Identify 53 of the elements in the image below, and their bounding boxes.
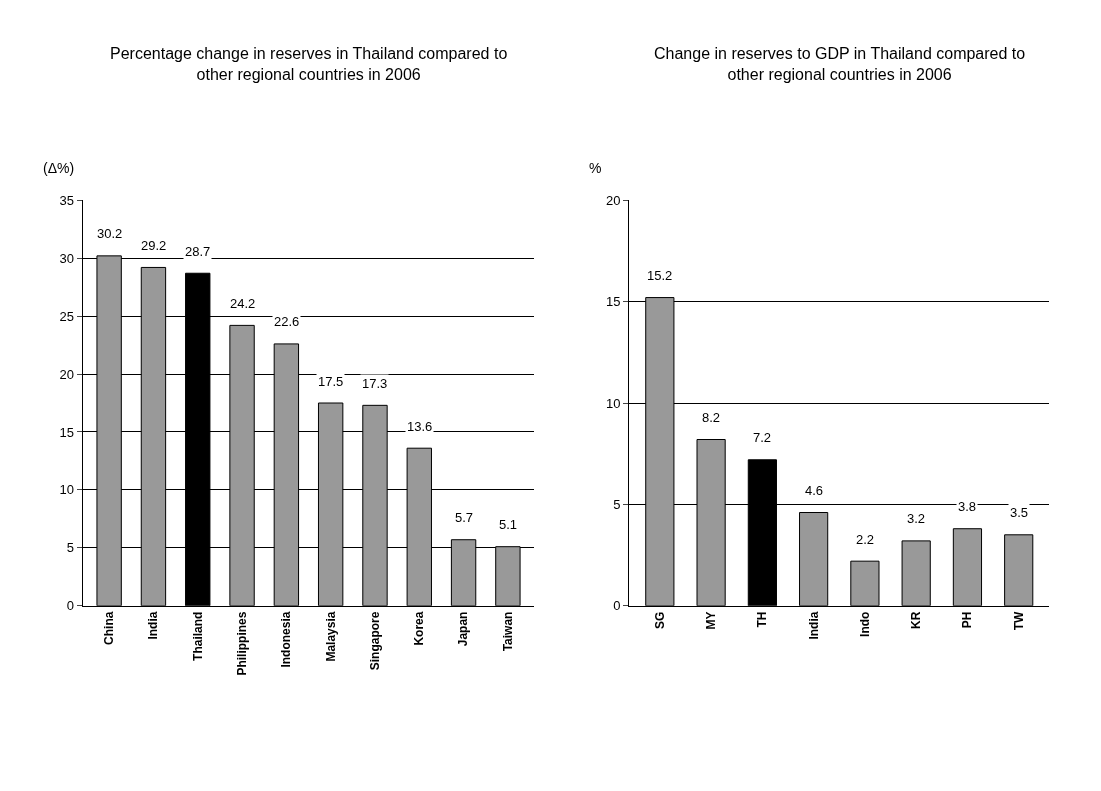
y-tick-label: 10 (606, 395, 621, 411)
data-label: 3.5 (1010, 505, 1029, 520)
y-tick-label: 25 (59, 308, 74, 324)
data-label: 29.2 (141, 238, 167, 253)
data-label: 2.2 (856, 532, 875, 547)
y-tick-label: 10 (59, 482, 74, 498)
x-tick-label: Korea (412, 611, 427, 646)
data-label: 17.5 (318, 374, 344, 389)
x-tick-label: Japan (456, 611, 471, 647)
data-label: 8.2 (702, 410, 721, 425)
y-tick-label: 30 (59, 250, 74, 266)
data-label: 28.7 (185, 244, 211, 259)
chart-title: Change in reserves to GDP in Thailand compared to other regional countries in 2006 (654, 45, 1026, 83)
y-axis-title: % (589, 160, 602, 176)
x-tick-label: KR (909, 611, 924, 629)
data-label: 3.2 (907, 511, 926, 526)
data-label: 15.2 (647, 268, 673, 283)
y-axis-title: (Δ%) (43, 160, 75, 176)
y-tick-label: 0 (66, 598, 74, 614)
data-label: 4.6 (805, 483, 824, 498)
data-label: 7.2 (753, 430, 772, 445)
x-tick-label: TH (755, 611, 770, 628)
x-tick-label: PH (960, 611, 975, 629)
y-tick-label: 20 (606, 192, 621, 208)
x-tick-label: Indonesia (279, 611, 294, 668)
x-tick-label: China (102, 611, 117, 645)
chart-title: Percentage change in reserves in Thailand compared to other regional countries in 2006 (110, 45, 508, 83)
y-tick-label: 5 (66, 540, 74, 556)
y-tick-label: 15 (59, 424, 74, 440)
data-label: 13.6 (407, 419, 433, 434)
data-label: 22.6 (274, 314, 300, 329)
y-tick-label: 5 (613, 496, 621, 512)
data-label: 5.7 (455, 510, 474, 525)
x-tick-label: Indo (857, 611, 872, 637)
data-label: 3.8 (958, 499, 977, 514)
x-tick-label: Philippines (234, 611, 249, 676)
y-tick-label: 0 (613, 598, 621, 614)
x-tick-label: TW (1011, 610, 1026, 631)
data-label: 5.1 (499, 517, 518, 532)
x-tick-label: MY (704, 611, 718, 630)
data-label: 24.2 (230, 296, 256, 311)
x-tick-label: India (806, 611, 821, 640)
data-label: 30.2 (97, 226, 123, 241)
y-tick-label: 20 (59, 366, 74, 382)
x-tick-label: Singapore (367, 611, 382, 671)
y-tick-label: 35 (59, 192, 74, 208)
x-tick-label: Thailand (190, 611, 205, 661)
x-tick-label: SG (652, 611, 667, 629)
data-label: 17.3 (362, 376, 388, 391)
x-tick-label: Taiwan (500, 611, 515, 652)
y-tick-label: 15 (606, 294, 621, 310)
x-tick-label: India (146, 611, 161, 640)
x-tick-label: Malaysia (323, 611, 338, 662)
